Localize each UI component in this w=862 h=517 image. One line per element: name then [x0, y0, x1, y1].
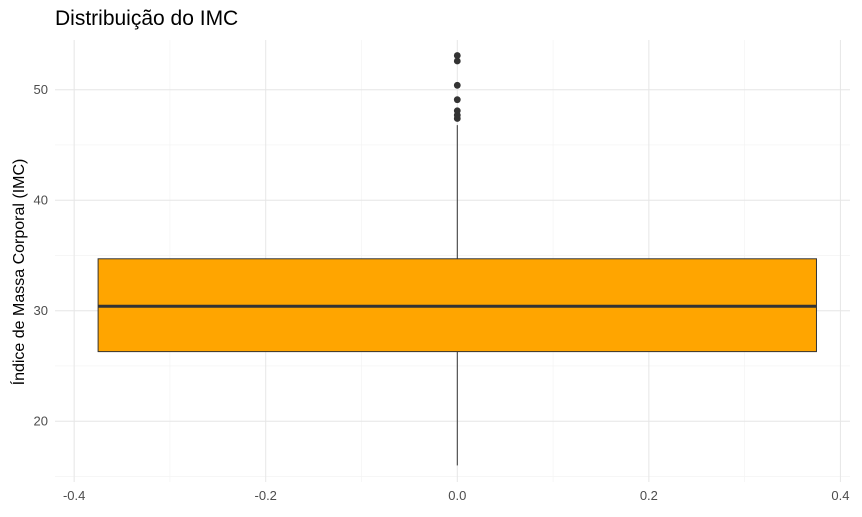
outlier-point — [453, 52, 461, 59]
x-tick-label: -0.4 — [63, 488, 85, 503]
y-tick-label: 30 — [34, 303, 48, 318]
y-tick-label: 40 — [34, 193, 48, 208]
x-tick-label: 0.2 — [640, 488, 658, 503]
y-axis-title: Índice de Massa Corporal (IMC) — [9, 159, 28, 386]
chart-title: Distribuição do IMC — [55, 7, 239, 30]
outlier-layer — [453, 52, 461, 122]
axis-layer: -0.4 -0.2 0.0 0.2 0.4 20 30 40 50 — [34, 82, 850, 503]
outlier-point — [453, 57, 461, 65]
box-layer — [97, 125, 817, 466]
y-tick-label: 50 — [34, 82, 48, 97]
outlier-point — [453, 107, 461, 115]
x-tick-label: 0.4 — [831, 488, 849, 503]
outlier-point — [453, 81, 461, 89]
x-tick-label: -0.2 — [255, 488, 277, 503]
outlier-point — [453, 96, 461, 104]
x-tick-label: 0.0 — [448, 488, 466, 503]
y-tick-label: 20 — [34, 414, 48, 429]
